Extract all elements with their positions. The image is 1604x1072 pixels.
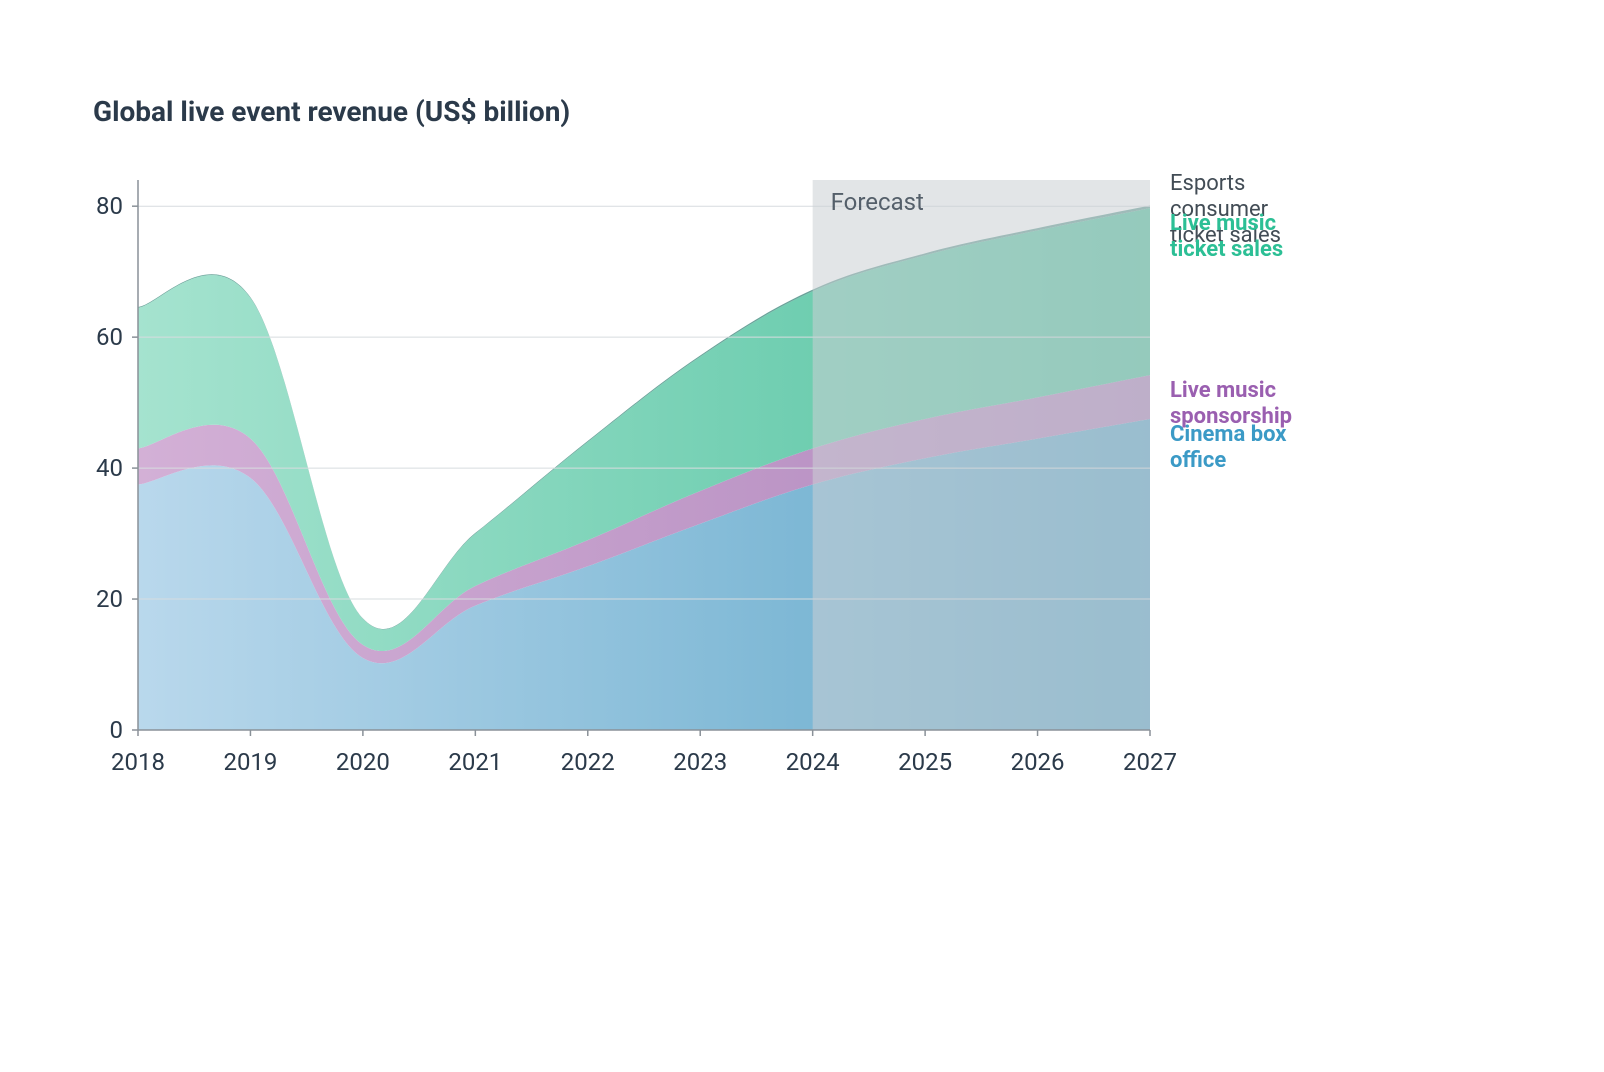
y-tick-label: 80 [96,192,123,220]
x-tick-label: 2025 [898,748,952,776]
x-tick-label: 2018 [111,748,165,776]
x-tick-label: 2026 [1011,748,1065,776]
chart-svg: Forecast 0 20 40 60 80 2018 2019 2020 2021 2022 202… [93,170,1473,820]
chart-frame: Forecast 0 20 40 60 80 2018 2019 2020 2021 2022 202… [93,170,1473,820]
chart-title: Global live event revenue (US$ billion) [93,95,570,128]
forecast-region [813,180,1150,730]
x-tick-label: 2019 [223,748,277,776]
x-tick-label: 2024 [786,748,840,776]
x-tick-label: 2023 [673,748,727,776]
legend-label: Live music [1170,378,1276,403]
x-tick-label: 2021 [448,748,502,776]
legend-label: Live music [1170,211,1276,236]
legend-label: Cinema box [1170,422,1287,447]
y-tick-label: 0 [110,716,124,744]
forecast-label: Forecast [831,188,924,216]
chart-container: Global live event revenue (US$ billion) … [0,0,1604,1072]
y-tick-label: 60 [96,323,123,351]
x-tick-label: 2020 [336,748,390,776]
x-tick-label: 2027 [1123,748,1177,776]
x-tick-label: 2022 [561,748,615,776]
legend-label: Esports [1170,171,1245,196]
legend-label: office [1170,448,1226,473]
legend-label: ticket sales [1170,237,1283,262]
y-tick-label: 20 [96,585,123,613]
y-tick-label: 40 [96,454,123,482]
